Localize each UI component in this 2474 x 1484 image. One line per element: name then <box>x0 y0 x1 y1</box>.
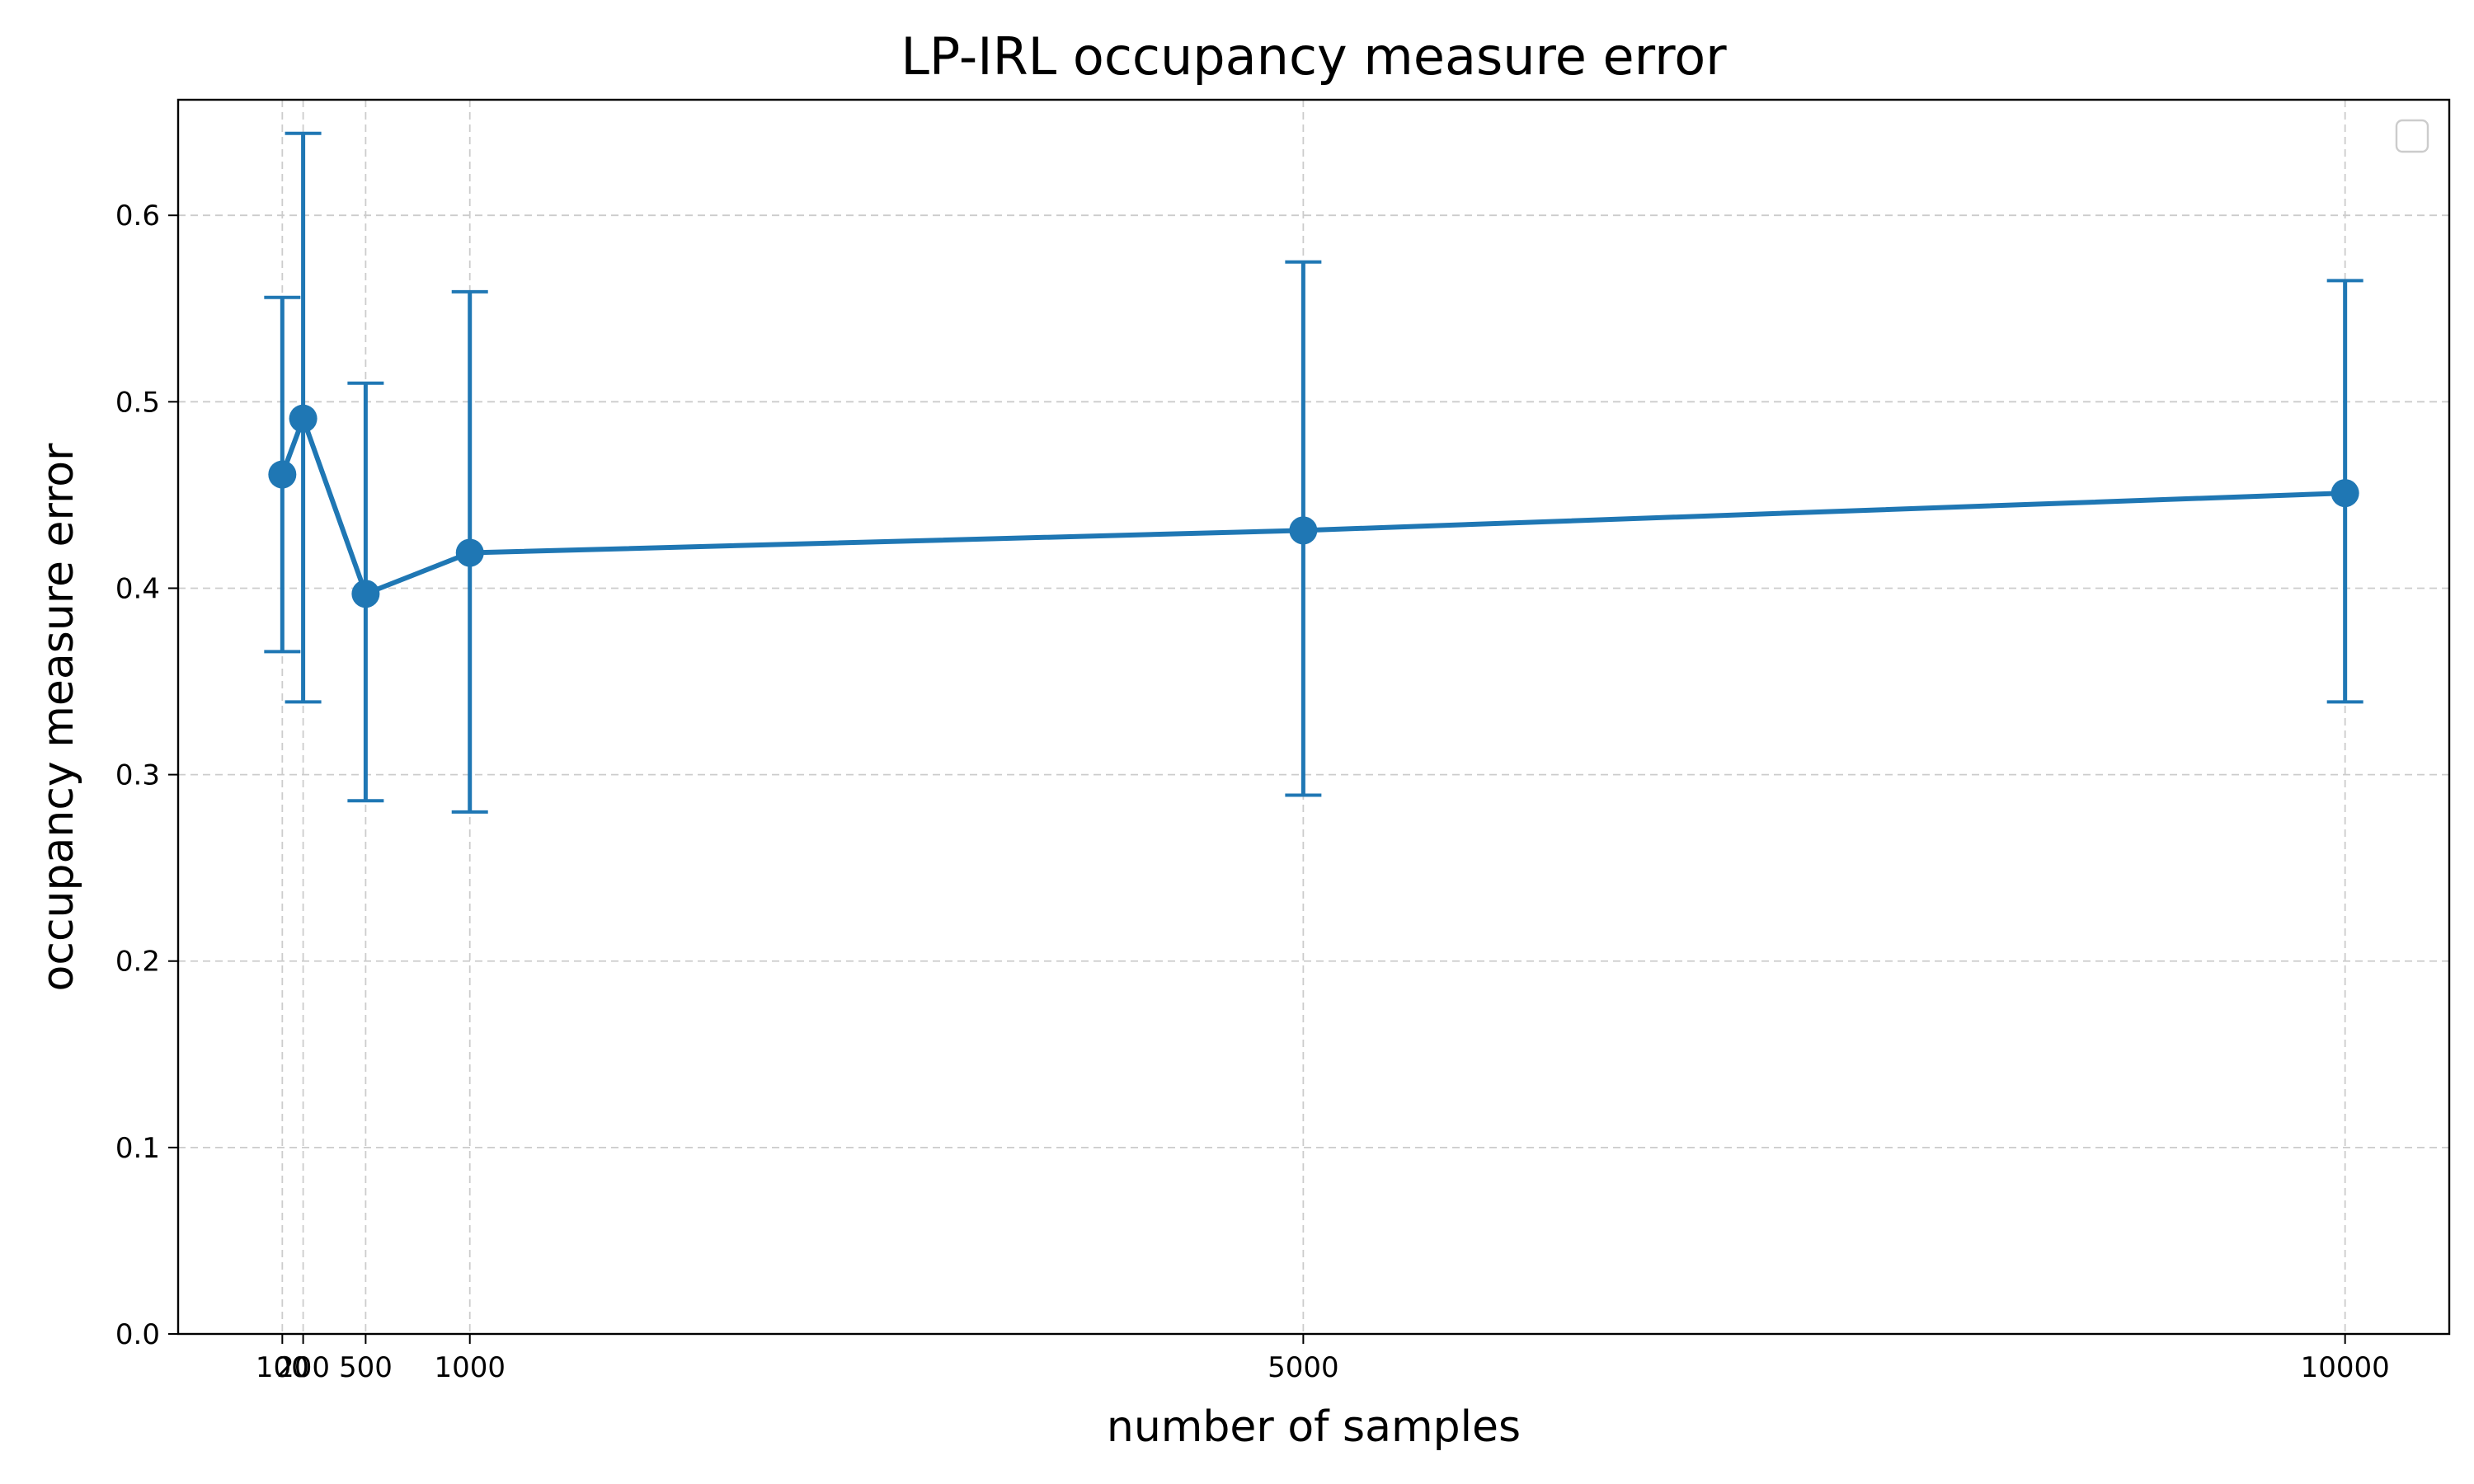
x-tick-label: 100 <box>256 1351 309 1384</box>
legend-box <box>2395 119 2429 153</box>
y-tick-label: 0.3 <box>115 759 160 792</box>
series-layer <box>264 131 2363 814</box>
data-point <box>268 460 297 489</box>
y-tick-label: 0.6 <box>115 200 160 232</box>
y-axis-label: occupancy measure error <box>34 443 83 992</box>
y-tick-label: 0.0 <box>115 1318 160 1351</box>
data-point <box>289 404 317 433</box>
x-tick-label: 5000 <box>1268 1351 1339 1384</box>
data-point <box>455 538 484 567</box>
y-tick-label: 0.2 <box>115 946 160 979</box>
chart-title: LP-IRL occupancy measure error <box>901 26 1727 87</box>
x-tick-label: 1000 <box>434 1351 506 1384</box>
y-tick-label: 0.4 <box>115 572 160 605</box>
x-axis-label: number of samples <box>1107 1402 1521 1452</box>
plot-frame <box>176 98 2451 1336</box>
data-point <box>2331 479 2359 508</box>
x-tick-label: 10000 <box>2301 1351 2390 1384</box>
data-point <box>351 580 380 608</box>
data-point <box>1289 516 1318 545</box>
x-tick-label: 500 <box>339 1351 393 1384</box>
y-tick-label: 0.1 <box>115 1132 160 1165</box>
x-tick-label: 200 <box>276 1351 330 1384</box>
y-tick-label: 0.5 <box>115 386 160 419</box>
